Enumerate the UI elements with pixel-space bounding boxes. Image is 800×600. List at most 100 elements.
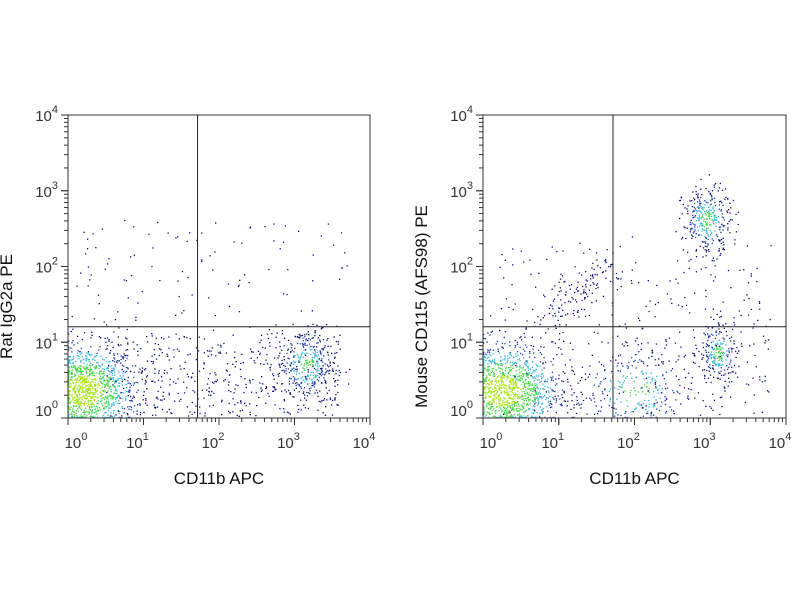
event-dot (698, 216, 701, 218)
event-dot (534, 387, 536, 389)
event-dot (712, 409, 714, 411)
event-dot (700, 234, 703, 236)
event-dot (320, 235, 322, 237)
event-dot (573, 392, 575, 394)
event-dot (632, 411, 634, 413)
event-dot (145, 381, 147, 383)
event-dot (108, 373, 111, 375)
event-dot (335, 340, 337, 343)
event-dot (625, 411, 627, 413)
event-dot (99, 346, 101, 348)
x-tick-label: 104 (769, 431, 792, 452)
event-dot (504, 357, 506, 359)
event-dot (152, 414, 154, 416)
event-dot (108, 387, 110, 389)
event-dot (577, 382, 579, 384)
event-dot (89, 373, 92, 375)
event-dot (227, 283, 230, 285)
event-dot (631, 365, 633, 367)
event-dot (509, 353, 512, 355)
event-dot (750, 308, 752, 311)
event-dot (715, 222, 717, 224)
event-dot (552, 315, 554, 317)
event-dot (649, 300, 651, 302)
event-dot (102, 405, 104, 407)
event-dot (256, 405, 258, 407)
event-dot (581, 376, 583, 379)
event-dot (704, 210, 706, 213)
event-dot (486, 411, 488, 413)
event-dot (274, 389, 276, 391)
event-dot (713, 214, 715, 216)
event-dot (681, 306, 683, 308)
event-dot (765, 340, 767, 342)
event-dot (84, 377, 86, 379)
event-dot (491, 399, 494, 401)
event-dot (669, 280, 671, 282)
event-dot (198, 370, 201, 372)
event-dot (327, 365, 329, 367)
event-dot (304, 344, 306, 346)
event-dot (68, 382, 70, 384)
event-dot (503, 416, 506, 419)
event-dot (710, 234, 712, 236)
event-dot (296, 370, 298, 372)
event-dot (84, 414, 86, 416)
event-dot (228, 374, 230, 376)
event-dot (87, 359, 89, 361)
event-dot (637, 361, 639, 364)
event-dot (83, 358, 85, 361)
event-dot (565, 291, 567, 293)
event-dot (642, 391, 644, 393)
event-dot (70, 373, 72, 375)
event-dot (137, 302, 139, 304)
event-dot (711, 242, 713, 244)
event-dot (641, 370, 643, 372)
event-dot (89, 388, 91, 390)
event-dot (547, 390, 549, 392)
event-dot (595, 287, 597, 290)
event-dot (735, 356, 737, 358)
event-dot (162, 391, 165, 393)
event-dot (114, 390, 116, 392)
event-dot (526, 397, 528, 399)
event-dot (240, 362, 242, 365)
event-dot (707, 345, 709, 347)
event-dot (74, 390, 76, 392)
event-dot (306, 344, 308, 346)
event-dot (570, 284, 573, 286)
event-dot (655, 364, 657, 367)
event-dot (679, 384, 681, 387)
event-dot (78, 391, 80, 393)
event-dot (570, 301, 572, 303)
event-dot (77, 390, 79, 393)
event-dot (635, 354, 637, 356)
event-dot (709, 367, 712, 369)
event-dot (509, 407, 512, 409)
event-dot (532, 348, 534, 350)
event-dot (498, 375, 500, 377)
event-dot (708, 224, 711, 226)
event-dot (758, 301, 761, 303)
event-dot (507, 385, 510, 387)
event-dot (719, 316, 721, 318)
event-dot (324, 381, 326, 383)
event-dot (77, 400, 80, 402)
event-dot (322, 373, 324, 375)
event-dot (204, 415, 206, 417)
event-dot (154, 372, 156, 375)
event-dot (690, 224, 692, 226)
event-dot (634, 359, 636, 362)
event-dot (499, 364, 502, 366)
event-dot (75, 412, 77, 414)
event-dot (139, 414, 142, 416)
event-dot (83, 404, 85, 407)
event-dot (706, 361, 708, 364)
event-dot (697, 197, 699, 199)
event-dot (145, 402, 147, 404)
event-dot (489, 353, 491, 355)
event-dot (666, 398, 668, 401)
event-dot (721, 352, 724, 355)
event-dot (317, 365, 319, 367)
event-dot (687, 395, 689, 397)
